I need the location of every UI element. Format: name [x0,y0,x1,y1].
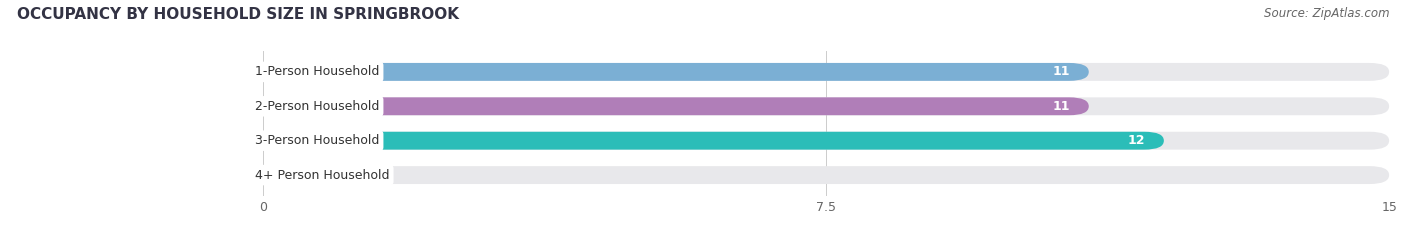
Text: 1: 1 [360,169,368,182]
FancyBboxPatch shape [263,97,1088,115]
Text: OCCUPANCY BY HOUSEHOLD SIZE IN SPRINGBROOK: OCCUPANCY BY HOUSEHOLD SIZE IN SPRINGBRO… [17,7,458,22]
FancyBboxPatch shape [263,166,337,184]
FancyBboxPatch shape [263,132,1164,150]
Text: 12: 12 [1128,134,1144,147]
Text: 2-Person Household: 2-Person Household [256,100,380,113]
FancyBboxPatch shape [263,63,1389,81]
Text: 11: 11 [1053,65,1070,78]
Text: 4+ Person Household: 4+ Person Household [256,169,389,182]
Text: 3-Person Household: 3-Person Household [256,134,380,147]
Text: 11: 11 [1053,100,1070,113]
FancyBboxPatch shape [263,97,1389,115]
FancyBboxPatch shape [263,63,1088,81]
FancyBboxPatch shape [263,166,1389,184]
Text: Source: ZipAtlas.com: Source: ZipAtlas.com [1264,7,1389,20]
FancyBboxPatch shape [263,132,1389,150]
Text: 1-Person Household: 1-Person Household [256,65,380,78]
